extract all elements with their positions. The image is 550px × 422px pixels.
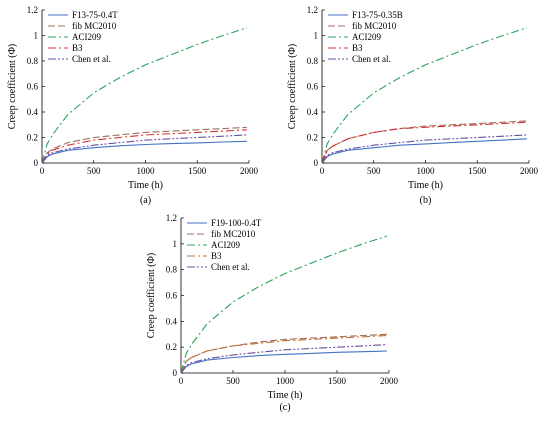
legend-label: Chen et al. — [211, 262, 250, 272]
series-line-5 — [41, 134, 247, 164]
series-line-5 — [321, 134, 527, 164]
y-tick-label: 0.6 — [307, 82, 319, 92]
series-line-2 — [321, 120, 527, 164]
legend-label: Chen et al. — [352, 54, 391, 64]
legend-label: B3 — [72, 43, 83, 53]
legend-label: fib MC2010 — [352, 21, 397, 31]
x-tick-label: 2000 — [380, 376, 399, 386]
series-line-1 — [321, 138, 527, 164]
series-line-4 — [41, 129, 247, 164]
y-tick-label: 0.2 — [307, 133, 318, 143]
y-tick-label: 0.8 — [166, 265, 178, 275]
x-tick-label: 1500 — [468, 166, 487, 176]
x-tick-label: 2000 — [520, 166, 539, 176]
legend-label: B3 — [211, 251, 222, 261]
y-tick-label: 0.4 — [27, 107, 39, 117]
y-tick-label: 1 — [173, 239, 178, 249]
panel-caption: (b) — [420, 195, 432, 206]
legend-label: fib MC2010 — [72, 21, 117, 31]
chart-panel-1: 0 0.2 0.4 0.6 0.8 1 1.2 0 500 1000 1500 2000 Time (h… — [7, 5, 259, 206]
y-axis-label: Creep coefficient (Φ) — [146, 253, 157, 338]
y-tick-label: 0.8 — [307, 56, 319, 66]
panel-caption: (c) — [279, 402, 290, 413]
series-line-4 — [321, 121, 527, 164]
legend-label: F19-100-0.4T — [211, 218, 262, 228]
y-tick-label: 0 — [34, 158, 39, 168]
panel-caption: (a) — [140, 195, 151, 206]
chart-panel-3: 0 0.2 0.4 0.6 0.8 1 1.2 0 500 1000 1500 2000 Time (h… — [146, 213, 399, 413]
x-tick-label: 0 — [40, 166, 45, 176]
y-tick-label: 0.2 — [166, 342, 177, 352]
y-tick-label: 0.4 — [307, 107, 319, 117]
x-tick-label: 500 — [226, 376, 240, 386]
legend-label: ACI209 — [352, 32, 381, 42]
series-line-2 — [180, 333, 387, 374]
series-line-5 — [180, 344, 387, 374]
x-tick-label: 1500 — [328, 376, 347, 386]
x-tick-label: 1000 — [276, 376, 295, 386]
x-tick-label: 0 — [320, 166, 325, 176]
chart-panel-2: 0 0.2 0.4 0.6 0.8 1 1.2 0 500 1000 1500 2000 Time (h… — [287, 5, 539, 206]
series-line-1 — [41, 140, 247, 164]
legend-label: B3 — [352, 43, 363, 53]
y-tick-label: 0.6 — [27, 82, 39, 92]
x-tick-label: 0 — [179, 376, 184, 386]
legend-label: F13-75-0.4T — [72, 10, 118, 20]
series-line-2 — [41, 126, 247, 164]
y-tick-label: 1.2 — [307, 5, 318, 15]
y-tick-label: 0.6 — [166, 291, 178, 301]
x-tick-label: 500 — [367, 166, 381, 176]
y-tick-label: 0 — [173, 368, 178, 378]
y-tick-label: 1 — [314, 31, 319, 41]
series-line-3 — [321, 27, 528, 164]
legend-label: fib MC2010 — [211, 229, 256, 239]
x-axis-label: Time (h) — [408, 180, 443, 191]
series-line-3 — [180, 235, 388, 374]
y-axis-label: Creep coefficient (Φ) — [7, 44, 18, 129]
y-tick-label: 0.4 — [166, 316, 178, 326]
y-tick-label: 0 — [314, 158, 319, 168]
y-axis-label: Creep coefficient (Φ) — [287, 44, 298, 129]
series-line-3 — [41, 27, 248, 164]
x-tick-label: 1500 — [188, 166, 207, 176]
x-tick-label: 1000 — [137, 166, 156, 176]
y-tick-label: 1 — [34, 31, 39, 41]
x-tick-label: 2000 — [240, 166, 259, 176]
legend-label: Chen et al. — [72, 54, 111, 64]
legend-label: ACI209 — [72, 32, 101, 42]
x-tick-label: 1000 — [417, 166, 436, 176]
legend-label: ACI209 — [211, 240, 240, 250]
x-axis-label: Time (h) — [268, 390, 303, 401]
series-line-1 — [180, 350, 387, 374]
series-line-4 — [180, 334, 387, 374]
x-tick-label: 500 — [87, 166, 101, 176]
y-tick-label: 0.8 — [27, 56, 39, 66]
x-axis-label: Time (h) — [128, 180, 163, 191]
legend-label: F13-75-0.35B — [352, 10, 403, 20]
y-tick-label: 1.2 — [27, 5, 38, 15]
y-tick-label: 1.2 — [166, 213, 177, 223]
y-tick-label: 0.2 — [27, 133, 38, 143]
